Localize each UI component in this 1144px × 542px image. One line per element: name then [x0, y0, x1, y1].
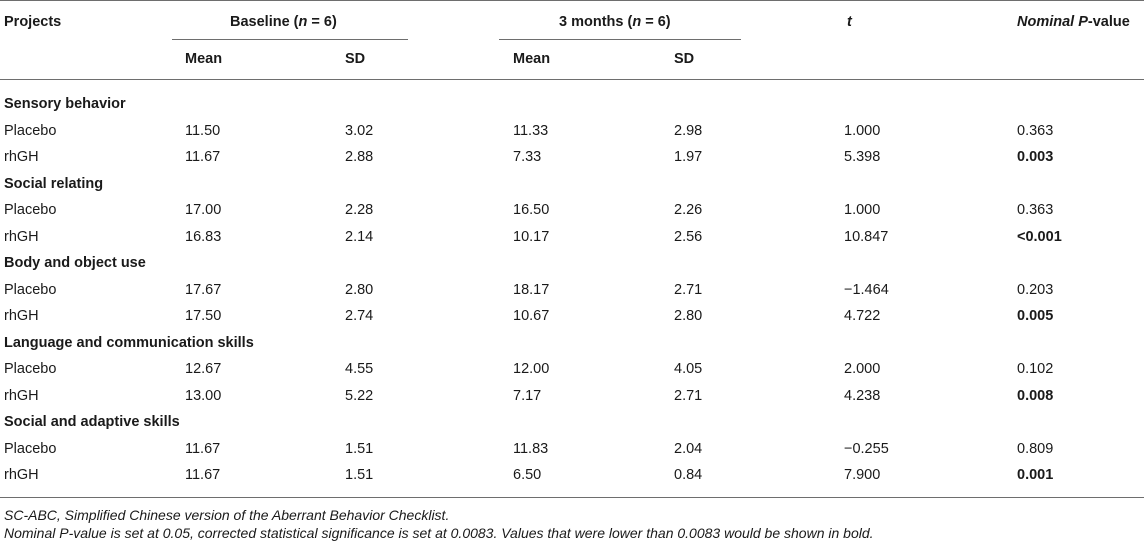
months-sd-cell: 2.56 [674, 228, 703, 245]
p-value-cell: 0.203 [1017, 281, 1054, 298]
t-value-cell: 5.398 [844, 149, 881, 165]
months-sd-cell: 2.98 [674, 122, 703, 139]
row-label: rhGH [4, 228, 39, 245]
months-mean-cell: 10.17 [513, 228, 550, 245]
row-label: rhGH [4, 467, 39, 483]
months-mean-cell: 12.00 [513, 361, 550, 377]
section-title: Social and adaptive skills [4, 414, 180, 430]
months-sd-cell: 4.05 [674, 361, 703, 377]
t-value-cell: 10.847 [844, 228, 889, 245]
row-label: Placebo [4, 122, 57, 139]
t-value-cell: 7.900 [844, 467, 881, 483]
months-sd-cell: 2.26 [674, 202, 703, 218]
months-mean-cell: 16.50 [513, 202, 550, 218]
baseline-sd-cell: 1.51 [345, 440, 374, 457]
footnote-significance: Nominal P-value is set at 0.05, correcte… [4, 525, 874, 541]
months-mean-cell: 18.17 [513, 281, 550, 298]
header-months-sd: SD [674, 51, 695, 67]
p-value-cell: 0.008 [1017, 387, 1054, 404]
months-mean-cell: 7.33 [513, 149, 542, 165]
row-label: Placebo [4, 440, 57, 457]
baseline-mean-cell: 17.00 [185, 202, 222, 218]
months-sd-cell: 2.71 [674, 387, 703, 404]
months-mean-cell: 11.33 [513, 122, 549, 139]
p-value-cell: 0.001 [1017, 467, 1054, 483]
header-projects: Projects [4, 14, 62, 30]
row-label: rhGH [4, 308, 39, 324]
t-value-cell: 4.722 [844, 308, 881, 324]
baseline-mean-cell: 17.50 [185, 308, 222, 324]
baseline-mean-cell: 16.83 [185, 228, 222, 245]
header-t: t [847, 14, 852, 30]
p-value-cell: 0.809 [1017, 440, 1054, 457]
months-sd-cell: 2.71 [674, 281, 703, 298]
months-mean-cell: 11.83 [513, 440, 549, 457]
baseline-mean-cell: 11.67 [185, 467, 221, 483]
row-label: Placebo [4, 361, 57, 377]
table-top-rule [0, 0, 1144, 1]
months-mean-cell: 10.67 [513, 308, 550, 324]
row-label: rhGH [4, 149, 39, 165]
section-title: Sensory behavior [4, 96, 126, 112]
baseline-sd-cell: 4.55 [345, 361, 374, 377]
months-mean-cell: 7.17 [513, 387, 542, 404]
months-sd-cell: 0.84 [674, 467, 703, 483]
row-label: rhGH [4, 387, 39, 404]
header-bottom-rule [0, 79, 1144, 80]
baseline-mean-cell: 11.67 [185, 149, 221, 165]
baseline-mean-cell: 12.67 [185, 361, 222, 377]
baseline-sd-cell: 2.28 [345, 202, 374, 218]
months-mean-cell: 6.50 [513, 467, 542, 483]
header-3-months: 3 months (n = 6) [559, 14, 671, 30]
baseline-mean-cell: 13.00 [185, 387, 222, 404]
baseline-mean-cell: 17.67 [185, 281, 222, 298]
baseline-mean-cell: 11.67 [185, 440, 221, 457]
row-label: Placebo [4, 281, 57, 298]
header-nominal-p-value: Nominal P-value [1017, 14, 1130, 30]
t-value-cell: 4.238 [844, 387, 881, 404]
p-value-cell: <0.001 [1017, 228, 1062, 245]
p-value-cell: 0.005 [1017, 308, 1054, 324]
t-value-cell: −1.464 [844, 281, 889, 298]
baseline-sd-cell: 5.22 [345, 387, 374, 404]
p-value-cell: 0.363 [1017, 122, 1054, 139]
p-value-cell: 0.363 [1017, 202, 1054, 218]
t-value-cell: 2.000 [844, 361, 881, 377]
t-value-cell: 1.000 [844, 202, 881, 218]
months-sd-cell: 1.97 [674, 149, 703, 165]
months-sd-cell: 2.04 [674, 440, 703, 457]
baseline-mean-cell: 11.50 [185, 122, 221, 139]
baseline-sd-cell: 1.51 [345, 467, 374, 483]
section-title: Body and object use [4, 255, 146, 271]
baseline-group-rule [172, 39, 408, 40]
baseline-sd-cell: 2.14 [345, 228, 374, 245]
t-value-cell: 1.000 [844, 122, 881, 139]
p-value-cell: 0.003 [1017, 149, 1054, 165]
baseline-sd-cell: 3.02 [345, 122, 374, 139]
header-months-mean: Mean [513, 51, 551, 67]
t-value-cell: −0.255 [844, 440, 889, 457]
section-title: Language and communication skills [4, 334, 254, 351]
header-baseline: Baseline (n = 6) [230, 14, 337, 30]
header-baseline-mean: Mean [185, 51, 223, 67]
footnote-abbreviation: SC-ABC, Simplified Chinese version of th… [4, 507, 450, 523]
months-sd-cell: 2.80 [674, 308, 703, 324]
baseline-sd-cell: 2.88 [345, 149, 374, 165]
p-value-cell: 0.102 [1017, 361, 1054, 377]
baseline-sd-cell: 2.80 [345, 281, 374, 298]
section-title: Social relating [4, 175, 104, 192]
months-group-rule [499, 39, 741, 40]
baseline-sd-cell: 2.74 [345, 308, 374, 324]
header-baseline-sd: SD [345, 51, 366, 67]
row-label: Placebo [4, 202, 57, 218]
table-bottom-rule [0, 497, 1144, 498]
